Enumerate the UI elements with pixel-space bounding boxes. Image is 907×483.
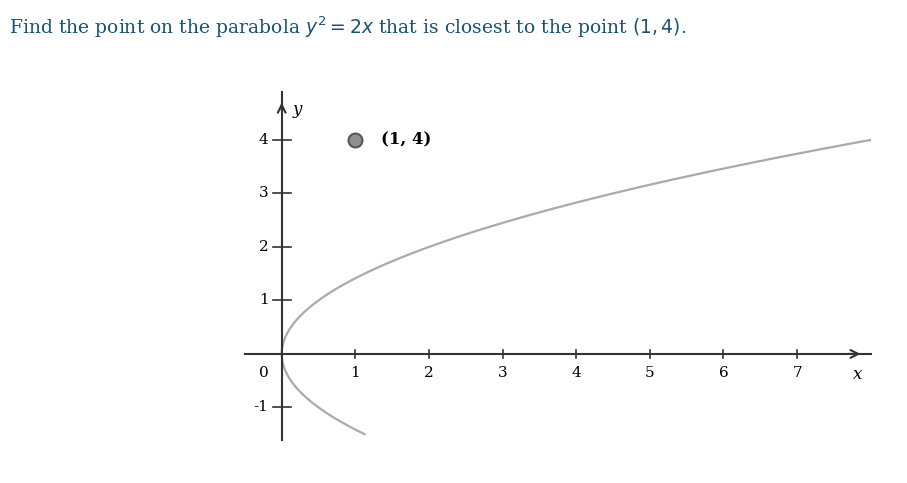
Text: 3: 3 — [258, 186, 268, 200]
Text: 4: 4 — [258, 133, 268, 147]
Text: 5: 5 — [645, 366, 655, 380]
Text: (1, 4): (1, 4) — [381, 131, 432, 148]
Text: Find the point on the parabola $y^2 = 2x$ that is closest to the point $(1, 4)$.: Find the point on the parabola $y^2 = 2x… — [9, 14, 687, 40]
Text: 6: 6 — [718, 366, 728, 380]
Text: 7: 7 — [793, 366, 802, 380]
Text: 1: 1 — [258, 294, 268, 307]
Point — [348, 136, 363, 144]
Text: 1: 1 — [350, 366, 360, 380]
Text: 3: 3 — [498, 366, 507, 380]
Text: 2: 2 — [258, 240, 268, 254]
Text: 4: 4 — [571, 366, 581, 380]
Text: 2: 2 — [424, 366, 434, 380]
Text: x: x — [853, 366, 863, 383]
Text: -1: -1 — [254, 400, 268, 414]
Text: y: y — [293, 101, 302, 118]
Text: 0: 0 — [258, 366, 268, 380]
